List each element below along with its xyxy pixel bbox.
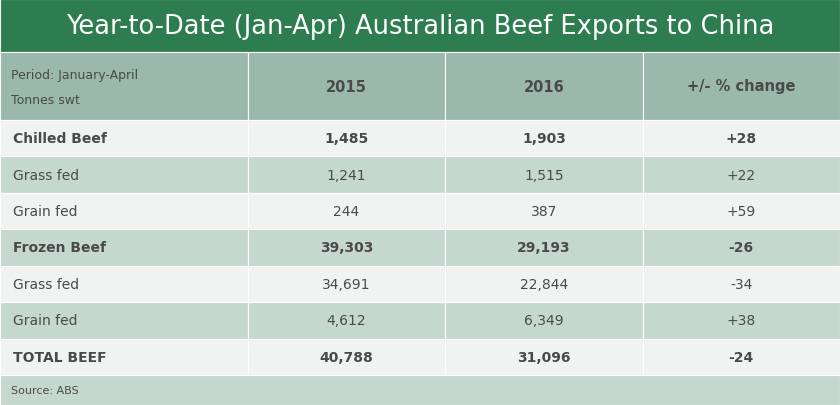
Text: 40,788: 40,788 xyxy=(320,350,373,364)
Text: -34: -34 xyxy=(730,277,753,291)
Bar xyxy=(0,53,248,121)
Text: Year-to-Date (Jan-Apr) Australian Beef Exports to China: Year-to-Date (Jan-Apr) Australian Beef E… xyxy=(66,13,774,39)
Text: Grain fed: Grain fed xyxy=(13,313,78,328)
Bar xyxy=(0,339,248,375)
Text: Source: ABS: Source: ABS xyxy=(11,385,79,395)
Text: 1,515: 1,515 xyxy=(524,168,564,182)
Bar xyxy=(445,193,643,230)
Text: 2016: 2016 xyxy=(523,79,564,94)
Bar xyxy=(248,121,445,157)
Bar xyxy=(643,53,840,121)
Text: +59: +59 xyxy=(727,205,756,219)
Bar xyxy=(248,339,445,375)
Text: +28: +28 xyxy=(726,132,757,146)
Text: Frozen Beef: Frozen Beef xyxy=(13,241,107,255)
Bar xyxy=(0,157,248,193)
Bar xyxy=(643,193,840,230)
Text: Tonnes swt: Tonnes swt xyxy=(11,94,80,107)
Text: Grass fed: Grass fed xyxy=(13,168,80,182)
Text: -26: -26 xyxy=(729,241,753,255)
Bar xyxy=(643,303,840,339)
Bar xyxy=(643,157,840,193)
Bar xyxy=(0,303,248,339)
Text: +/- % change: +/- % change xyxy=(687,79,795,94)
Bar xyxy=(445,157,643,193)
Text: 387: 387 xyxy=(531,205,557,219)
Text: 34,691: 34,691 xyxy=(323,277,370,291)
Text: 4,612: 4,612 xyxy=(327,313,366,328)
Bar xyxy=(445,53,643,121)
Text: +38: +38 xyxy=(727,313,756,328)
Text: TOTAL BEEF: TOTAL BEEF xyxy=(13,350,107,364)
Bar xyxy=(0,121,248,157)
Text: 1,903: 1,903 xyxy=(522,132,566,146)
Text: 31,096: 31,096 xyxy=(517,350,570,364)
Bar xyxy=(643,121,840,157)
Bar xyxy=(0,266,248,303)
Bar xyxy=(248,157,445,193)
Text: 1,485: 1,485 xyxy=(324,132,369,146)
Bar xyxy=(248,53,445,121)
Bar xyxy=(643,339,840,375)
Text: 244: 244 xyxy=(333,205,360,219)
Text: +22: +22 xyxy=(727,168,756,182)
Bar xyxy=(0,193,248,230)
Bar xyxy=(248,266,445,303)
Text: 2015: 2015 xyxy=(326,79,367,94)
Text: Grass fed: Grass fed xyxy=(13,277,80,291)
Text: Period: January-April: Period: January-April xyxy=(11,69,138,82)
Text: 29,193: 29,193 xyxy=(517,241,570,255)
Bar xyxy=(248,303,445,339)
Bar xyxy=(248,193,445,230)
Text: Chilled Beef: Chilled Beef xyxy=(13,132,108,146)
Bar xyxy=(445,266,643,303)
Text: Grain fed: Grain fed xyxy=(13,205,78,219)
Bar xyxy=(0,0,840,53)
Bar xyxy=(643,266,840,303)
Bar xyxy=(445,303,643,339)
Bar xyxy=(643,230,840,266)
Text: 39,303: 39,303 xyxy=(320,241,373,255)
Text: 1,241: 1,241 xyxy=(327,168,366,182)
Bar xyxy=(248,230,445,266)
Bar xyxy=(0,375,840,405)
Bar xyxy=(445,230,643,266)
Text: -24: -24 xyxy=(728,350,754,364)
Bar xyxy=(0,230,248,266)
Bar xyxy=(445,121,643,157)
Text: 22,844: 22,844 xyxy=(520,277,568,291)
Bar xyxy=(445,339,643,375)
Text: 6,349: 6,349 xyxy=(524,313,564,328)
